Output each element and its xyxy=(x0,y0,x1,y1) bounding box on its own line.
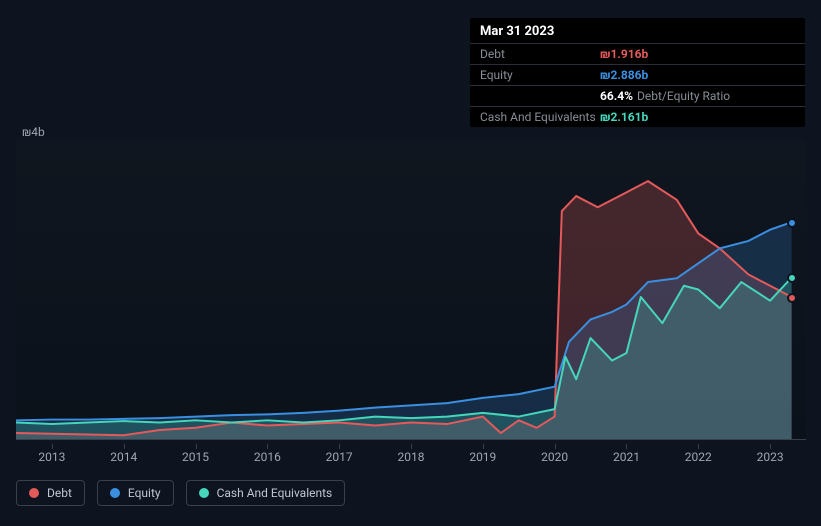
x-tick-line xyxy=(124,444,125,449)
tooltip-row: Cash And Equivalents₪2.161b xyxy=(470,106,805,127)
x-tick-label: 2015 xyxy=(182,450,209,464)
legend-swatch xyxy=(199,488,209,498)
x-tick-label: 2020 xyxy=(541,450,568,464)
chart-tooltip: Mar 31 2023 Debt₪1.916bEquity₪2.886b66.4… xyxy=(470,18,805,127)
tooltip-row-value: ₪1.916b xyxy=(600,47,648,61)
legend-label: Cash And Equivalents xyxy=(217,486,333,500)
legend-label: Debt xyxy=(47,486,72,500)
x-tick-label: 2016 xyxy=(254,450,281,464)
tooltip-row-label: Equity xyxy=(480,68,600,82)
tooltip-row-value: 66.4% xyxy=(600,89,633,103)
x-tick-label: 2023 xyxy=(757,450,784,464)
x-tick-line xyxy=(52,444,53,449)
x-tick-line xyxy=(196,444,197,449)
x-tick-label: 2018 xyxy=(398,450,425,464)
tooltip-row-value: ₪2.161b xyxy=(600,110,648,124)
x-tick-label: 2019 xyxy=(469,450,496,464)
series-end-marker xyxy=(787,293,797,303)
tooltip-row-label: Debt xyxy=(480,47,600,61)
tooltip-row-value: ₪2.886b xyxy=(600,68,648,82)
legend-swatch xyxy=(110,488,120,498)
legend-item[interactable]: Debt xyxy=(16,480,85,506)
x-tick-label: 2021 xyxy=(613,450,640,464)
tooltip-row: 66.4% Debt/Equity Ratio xyxy=(470,85,805,106)
tooltip-row-extra: Debt/Equity Ratio xyxy=(637,89,730,103)
tooltip-row: Equity₪2.886b xyxy=(470,64,805,85)
x-tick-line xyxy=(267,444,268,449)
tooltip-date: Mar 31 2023 xyxy=(470,18,805,43)
x-tick-line xyxy=(555,444,556,449)
legend-swatch xyxy=(29,488,39,498)
y-axis-label-top: ₪4b xyxy=(22,125,45,139)
tooltip-row-label xyxy=(480,89,600,103)
series-end-marker xyxy=(787,273,797,283)
x-tick-label: 2013 xyxy=(38,450,65,464)
chart-svg xyxy=(16,140,806,439)
tooltip-row-label: Cash And Equivalents xyxy=(480,110,600,124)
legend-item[interactable]: Equity xyxy=(97,480,174,506)
x-tick-label: 2017 xyxy=(326,450,353,464)
series-end-marker xyxy=(787,218,797,228)
x-tick-line xyxy=(411,444,412,449)
chart-plot-area[interactable] xyxy=(16,140,806,440)
tooltip-row: Debt₪1.916b xyxy=(470,43,805,64)
legend-item[interactable]: Cash And Equivalents xyxy=(186,480,346,506)
x-tick-label: 2022 xyxy=(685,450,712,464)
x-tick-line xyxy=(698,444,699,449)
x-axis: 2013 2014 2015 2016 2017 2018 2019 2020 2021 2022… xyxy=(16,444,806,464)
x-tick-label: 2014 xyxy=(110,450,137,464)
chart-legend: Debt Equity Cash And Equivalents xyxy=(16,480,345,506)
legend-label: Equity xyxy=(128,486,161,500)
x-tick-line xyxy=(339,444,340,449)
x-tick-line xyxy=(626,444,627,449)
x-tick-line xyxy=(483,444,484,449)
x-tick-line xyxy=(770,444,771,449)
